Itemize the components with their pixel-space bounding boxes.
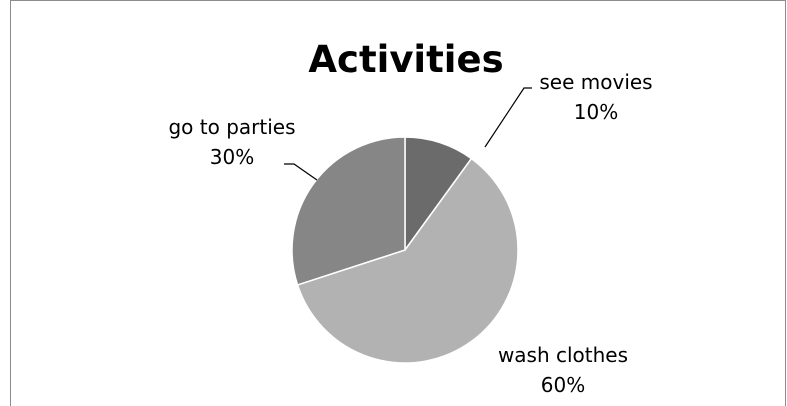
data-label-value-see-movies: 10% bbox=[574, 100, 618, 124]
pie-slice-go-to-parties bbox=[291, 136, 406, 286]
pie-slice-see-movies bbox=[404, 136, 473, 253]
data-label-value-go-to-parties: 30% bbox=[210, 145, 254, 169]
leader-line-see-movies bbox=[484, 87, 532, 148]
pie-slices bbox=[291, 136, 519, 364]
data-label-value-wash-clothes: 60% bbox=[541, 373, 585, 397]
leader-line-go-to-parties bbox=[284, 163, 318, 181]
data-labels: see movies 10% wash clothes 60% go to partie… bbox=[168, 70, 652, 397]
leader-lines bbox=[284, 87, 532, 181]
data-label-name-go-to-parties: go to parties bbox=[168, 115, 295, 139]
chart-title: Activities bbox=[308, 38, 503, 81]
data-label-name-see-movies: see movies bbox=[539, 70, 652, 94]
data-label-name-wash-clothes: wash clothes bbox=[498, 343, 628, 367]
pie-slice-wash-clothes bbox=[296, 157, 519, 364]
